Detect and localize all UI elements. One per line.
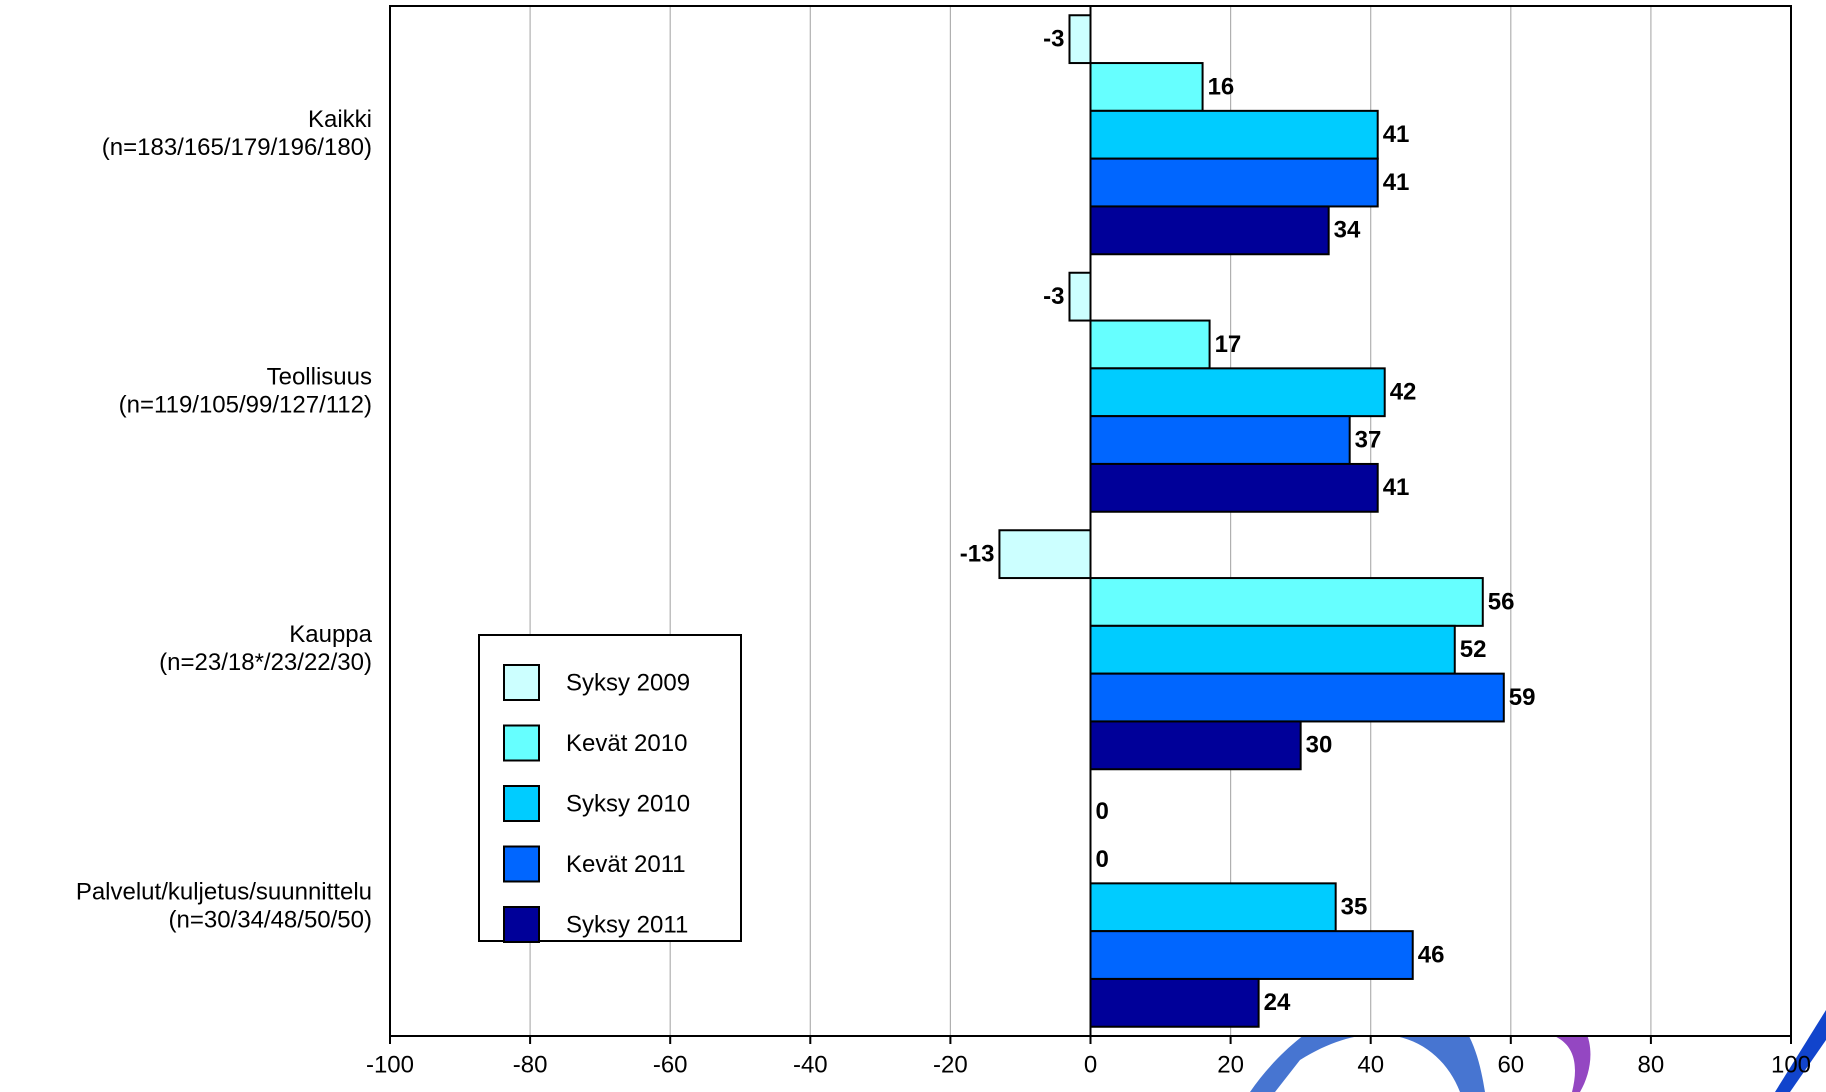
bar — [1089, 319, 1211, 370]
x-tick-label: 80 — [1638, 1051, 1665, 1078]
value-label: 16 — [1208, 73, 1235, 100]
value-label: 24 — [1264, 989, 1291, 1016]
bar — [1089, 720, 1302, 771]
bar — [1089, 977, 1260, 1028]
legend-swatch — [503, 906, 540, 943]
x-tick-label: 0 — [1084, 1051, 1097, 1078]
category-subtitle: (n=119/105/99/127/112) — [119, 392, 372, 419]
category-label: Teollisuus — [267, 364, 372, 391]
x-tick-label: 20 — [1217, 1051, 1244, 1078]
x-tick-label: -60 — [653, 1051, 688, 1078]
legend-label: Kevät 2010 — [566, 730, 687, 757]
value-label: 17 — [1215, 331, 1242, 358]
legend-label: Syksy 2010 — [566, 790, 690, 817]
value-label: 41 — [1383, 474, 1410, 501]
value-label: 52 — [1460, 636, 1487, 663]
bar — [1068, 271, 1092, 322]
bar — [1089, 462, 1379, 513]
decoration — [1775, 1010, 1826, 1092]
x-tick-label: -100 — [366, 1051, 414, 1078]
legend-swatch — [503, 845, 540, 883]
category-label: Kaikki — [308, 106, 372, 133]
value-label: 0 — [1096, 846, 1109, 873]
legend-label: Kevät 2011 — [566, 851, 686, 878]
legend-swatch — [503, 724, 540, 762]
x-tick-label: -20 — [933, 1051, 968, 1078]
bar — [1089, 624, 1456, 675]
value-label: 34 — [1334, 217, 1361, 244]
bar — [1089, 109, 1379, 160]
legend-swatch — [503, 664, 540, 701]
bar — [1089, 672, 1505, 723]
bar — [1089, 367, 1386, 418]
value-label: 46 — [1418, 941, 1445, 968]
value-label: 35 — [1341, 894, 1368, 921]
value-label: 30 — [1306, 732, 1333, 759]
x-tick-label: -80 — [513, 1051, 548, 1078]
value-label: 42 — [1390, 379, 1417, 406]
category-subtitle: (n=23/18*/23/22/30) — [159, 649, 372, 676]
legend-label: Syksy 2009 — [566, 669, 690, 696]
category-label: Palvelut/kuljetus/suunnittelu — [76, 879, 372, 906]
category-subtitle: (n=30/34/48/50/50) — [169, 907, 373, 934]
bar — [1089, 205, 1330, 256]
x-tick-label: 100 — [1771, 1051, 1811, 1078]
value-label: -13 — [960, 540, 995, 567]
bar — [998, 529, 1092, 580]
bar — [1089, 62, 1204, 112]
value-label: 41 — [1383, 169, 1410, 196]
bar — [1089, 882, 1337, 933]
value-label: -3 — [1043, 25, 1064, 52]
x-tick-label: 60 — [1497, 1051, 1524, 1078]
category-label: Kauppa — [289, 621, 372, 648]
x-tick-label: -40 — [793, 1051, 828, 1078]
legend-label: Syksy 2011 — [566, 911, 688, 938]
value-label: 59 — [1509, 684, 1536, 711]
bar — [1068, 14, 1092, 65]
value-label: 37 — [1355, 426, 1382, 453]
value-label: 0 — [1096, 798, 1109, 825]
legend-swatch — [503, 785, 540, 822]
value-label: 41 — [1383, 121, 1410, 148]
bar — [1089, 157, 1379, 208]
x-tick-label: 40 — [1357, 1051, 1384, 1078]
bar — [1089, 577, 1484, 627]
bar — [1089, 415, 1351, 465]
value-label: 56 — [1488, 588, 1515, 615]
value-label: -3 — [1043, 283, 1064, 310]
bar — [1089, 930, 1414, 980]
category-subtitle: (n=183/165/179/196/180) — [102, 134, 372, 161]
